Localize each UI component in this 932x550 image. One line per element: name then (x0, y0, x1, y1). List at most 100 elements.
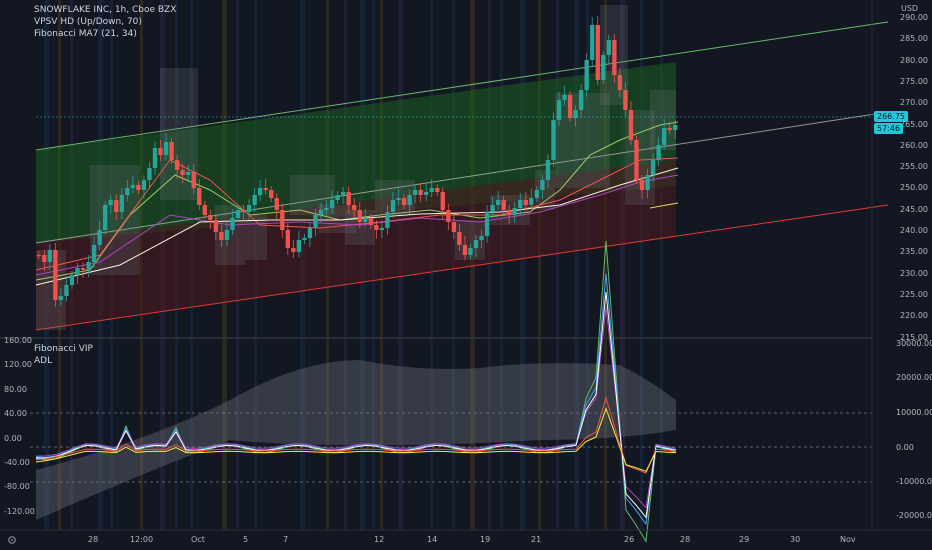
candle-body (324, 208, 329, 210)
candle-body (335, 195, 340, 200)
volume-profile-box (90, 165, 140, 275)
candle-body (97, 230, 102, 245)
volume-profile-box (245, 215, 267, 260)
candle-body (174, 160, 180, 170)
price-tick-label: 280.00 (900, 55, 928, 65)
candle-body (191, 172, 196, 188)
osc-red-line (35, 396, 677, 474)
candle-body (152, 148, 158, 168)
candle-body (551, 120, 556, 160)
candle-body (440, 192, 445, 210)
channel-bottom-line (35, 204, 889, 331)
session-stripe (538, 0, 541, 530)
time-tick-label: 7 (283, 535, 289, 544)
candle-body (490, 205, 495, 212)
ma-yellow-line (649, 202, 679, 209)
candle-body (540, 180, 545, 190)
price-tick-label: 270.00 (900, 98, 928, 108)
price-tick-label: 260.00 (900, 140, 928, 150)
indicator-vpsv-label[interactable]: VPSV HD (Up/Down, 70) (34, 17, 142, 27)
candle-body (241, 210, 246, 212)
candle-body (252, 195, 257, 205)
osc-left-tick-label: -40.00 (4, 458, 30, 467)
candle-body (396, 198, 401, 200)
price-tick-label: 225.00 (900, 289, 928, 299)
osc-left-tick-label: 120.00 (4, 360, 32, 370)
ma-green-line (35, 121, 679, 281)
time-tick-label: Nov (840, 535, 856, 544)
candle-body (512, 208, 517, 215)
time-tick-label: 28 (88, 535, 99, 544)
candle-body (80, 268, 86, 270)
time-tick-label: 21 (531, 535, 542, 544)
osc-right-tick-label: -10000.00 (896, 477, 932, 486)
candle-body (235, 210, 241, 218)
osc-left-tick-label: -80.00 (4, 482, 30, 492)
price-tick-label: 245.00 (900, 204, 928, 214)
session-stripe (556, 0, 559, 530)
price-tick-label: 285.00 (900, 34, 928, 44)
candle-body (158, 148, 163, 155)
candle-body (656, 145, 661, 160)
candle-body (114, 200, 119, 212)
candle-body (446, 210, 451, 222)
osc-left-tick-label: 40.00 (4, 409, 27, 419)
candle-body (257, 188, 263, 195)
candle-body (208, 215, 213, 220)
candle-body (103, 205, 108, 230)
time-tick-label: 12 (374, 535, 385, 544)
candle-body (595, 25, 600, 80)
symbol-title[interactable]: SNOWFLAKE INC, 1h, Cboe BZX (34, 5, 177, 15)
candle-body (385, 212, 390, 228)
candle-body (634, 140, 639, 180)
candle-body (130, 185, 136, 188)
session-stripe (500, 0, 503, 530)
candle-body (534, 190, 540, 198)
osc-purple-line (35, 307, 677, 509)
channel-lower-fill (36, 160, 676, 330)
candle-body (507, 210, 512, 215)
indicator-fib-vip-label[interactable]: Fibonacci VIP (34, 344, 93, 354)
time-tick-label: 14 (427, 535, 438, 544)
candle-body (180, 170, 185, 175)
candle-body (186, 172, 191, 175)
time-tick-label: 29 (739, 535, 750, 544)
settings-gear-icon[interactable] (6, 534, 18, 546)
candle-body (119, 195, 124, 212)
candle-body (556, 100, 562, 120)
candle-body (169, 142, 174, 160)
oscillator-band (36, 360, 676, 520)
candle-body (545, 160, 551, 180)
time-tick-label: 30 (790, 535, 801, 544)
candle-body (390, 200, 396, 212)
candle-body (501, 200, 506, 210)
candle-body (606, 40, 611, 55)
candle-body (296, 240, 302, 252)
time-tick-label: 5 (243, 535, 249, 544)
candle-body (368, 218, 374, 225)
candle-body (661, 128, 667, 145)
moving-averages (35, 121, 679, 286)
channel-top-line (35, 21, 889, 151)
candle-body (302, 238, 307, 240)
indicator-adl-label[interactable]: ADL (34, 356, 53, 366)
session-stripe (574, 0, 579, 530)
price-tick-label: 250.00 (900, 183, 928, 193)
candle-body (53, 250, 58, 300)
candle-body (86, 262, 91, 270)
current-price-tag: 266.75 (874, 111, 908, 122)
price-candles (36, 16, 678, 307)
candle-body (352, 205, 357, 210)
candle-body (313, 215, 318, 228)
time-tick-label: 19 (480, 535, 491, 544)
candle-body (562, 95, 567, 100)
candle-body (590, 25, 595, 60)
candle-body (650, 160, 656, 175)
indicator-fib-ma-label[interactable]: Fibonacci MA7 (21, 34) (34, 29, 137, 39)
osc-left-tick-label: 160.00 (4, 336, 32, 345)
candle-body (329, 200, 335, 208)
ma-white-line (35, 167, 679, 286)
session-stripe (586, 0, 589, 530)
candle-body (280, 210, 285, 230)
